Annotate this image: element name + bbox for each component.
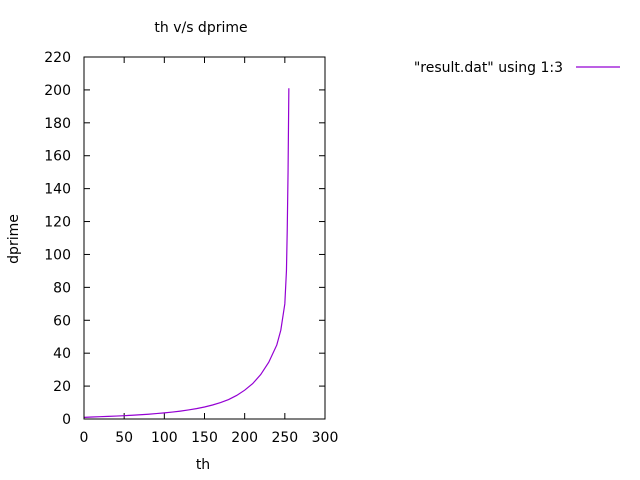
y-tick-label: 20 — [53, 379, 71, 395]
y-tick-label: 120 — [44, 215, 71, 231]
x-tick-label: 300 — [312, 430, 339, 446]
y-tick-label: 220 — [44, 50, 71, 66]
series-line — [83, 88, 290, 418]
tick-group: 0 50 100 150 200 250 300 0 20 40 60 80 100 120 140 160 1… — [44, 50, 338, 446]
y-tick-label: 80 — [53, 280, 71, 296]
series-group — [83, 88, 290, 418]
y-tick-label: 40 — [53, 346, 71, 362]
y-tick-label: 60 — [53, 313, 71, 329]
x-tick-label: 250 — [271, 430, 298, 446]
x-tick-label: 50 — [115, 430, 133, 446]
x-axis-label: th — [196, 457, 210, 473]
x-tick-label: 200 — [231, 430, 258, 446]
y-tick-label: 180 — [44, 116, 71, 132]
y-axis-label: dprime — [6, 214, 22, 264]
legend: "result.dat" using 1:3 — [414, 60, 620, 76]
y-tick-label: 0 — [62, 412, 71, 428]
x-tick-label: 0 — [80, 430, 89, 446]
y-tick-label: 140 — [44, 182, 71, 198]
y-tick-label: 200 — [44, 83, 71, 99]
y-tick-label: 100 — [44, 247, 71, 263]
chart-title: th v/s dprime — [154, 20, 247, 36]
x-tick-label: 150 — [191, 430, 218, 446]
plot-frame — [83, 56, 326, 420]
x-tick-label: 100 — [151, 430, 178, 446]
legend-label: "result.dat" using 1:3 — [414, 60, 563, 76]
y-tick-label: 160 — [44, 149, 71, 165]
